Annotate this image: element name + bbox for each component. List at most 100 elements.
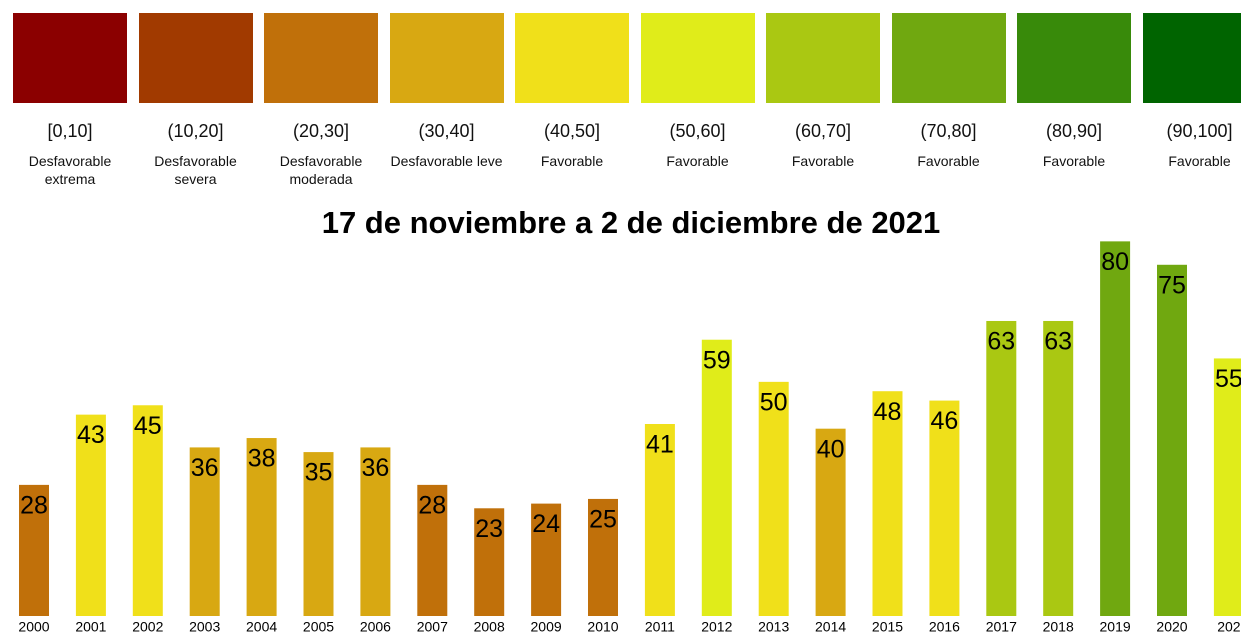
legend-range: (80,90] [1045,121,1103,141]
value-label: 28 [20,491,48,519]
legend-item: (60,70] Favorable [766,13,880,170]
value-label: 55 [1215,365,1241,393]
value-label: 45 [134,412,162,440]
legend-swatch [264,13,378,103]
x-tick-label: 2015 [872,619,903,635]
bar [1213,358,1241,616]
x-tick-label: 2018 [1043,619,1074,635]
legend-range: (50,60] [669,121,726,141]
legend-label: Favorable [917,153,980,169]
legend-item: [0,10] Desfavorable extrema [13,13,127,188]
legend-range: [0,10] [47,121,93,141]
legend-swatch [640,13,755,103]
x-tick-label: 2019 [1100,619,1131,635]
x-tick-label: 2017 [986,619,1017,635]
bar [474,508,505,616]
value-label: 38 [248,445,276,473]
value-label: 50 [760,388,788,416]
x-tick-label: 2006 [360,619,391,635]
x-tick-label: 2020 [1156,619,1187,635]
legend-label: Favorable [791,153,855,169]
bar [986,320,1017,616]
x-tick-label: 2001 [75,619,106,635]
bar [1043,320,1074,616]
value-label: 23 [475,515,503,543]
legend-item: (40,50] Favorable [515,13,629,170]
value-label: 63 [1044,328,1072,356]
value-label: 24 [532,510,560,538]
bar [815,428,846,616]
value-label: 40 [817,435,845,463]
bar [758,381,789,616]
bar [872,391,903,616]
value-label: 28 [418,491,446,519]
legend-swatch [1017,13,1131,103]
legend-swatch [891,13,1006,103]
value-label: 46 [930,407,958,435]
chart-title: 17 de noviembre a 2 de diciembre de 2021 [322,205,941,240]
legend-label: Favorable [666,153,729,169]
value-label: 59 [703,346,731,374]
bar [1100,241,1131,617]
bar [929,400,960,616]
x-tick-label: 2010 [587,619,618,635]
x-tick-label: 2012 [701,619,732,635]
legend-item: (70,80] Favorable [891,13,1006,170]
legend-item: (50,60] Favorable [640,13,755,170]
value-label: 75 [1158,271,1186,299]
legend-label: Favorable [1168,153,1231,169]
value-label: 48 [874,398,902,426]
legend-swatch [389,13,504,103]
x-tick-label: 2007 [417,619,448,635]
x-tick-label: 2004 [246,619,277,635]
legend-swatch [13,13,127,103]
legend-range: (20,30] [292,121,350,141]
x-tick-label: 2005 [303,619,334,635]
value-label: 25 [589,506,617,534]
legend-swatch [1142,13,1241,103]
legend-range: (10,20] [167,121,224,141]
legend-item: (10,20] Desfavorable severa [138,13,253,188]
x-tick-label: 2003 [189,619,220,635]
x-tick-label: 202 [1217,619,1241,635]
bar [588,498,618,616]
legend-item: (20,30] Desfavorable moderada [264,13,378,188]
legend-label: Favorable [1042,153,1106,169]
value-label: 36 [191,454,219,482]
bar [531,503,562,616]
value-label: 80 [1101,248,1129,276]
legend-item: (80,90] Favorable [1017,13,1131,170]
x-tick-label: 2002 [132,619,163,635]
legend-range: (90,100] [1166,121,1233,141]
legend-item: (90,100] Favorable [1142,13,1241,170]
legend-swatch [766,13,880,103]
value-label: 35 [305,459,333,487]
legend-range: (30,40] [418,121,475,141]
legend-label: Desfavorable severa [154,153,237,187]
x-tick-label: 2013 [758,619,789,635]
bar [132,405,163,616]
value-label: 63 [987,328,1015,356]
x-tick-label: 2016 [929,619,960,635]
legend-label: Desfavorable extrema [28,153,112,187]
bar [417,484,448,616]
bar [701,339,732,616]
legend-label: Desfavorable moderada [279,153,363,187]
x-tick-label: 2014 [815,619,846,635]
x-tick-label: 2000 [18,619,49,635]
bar [189,447,220,616]
legend-label: Desfavorable leve [390,153,503,169]
value-label: 43 [77,421,105,449]
value-label: 41 [646,431,674,459]
bar [19,484,49,616]
x-tick-label: 2011 [645,619,675,635]
legend-range: (70,80] [920,121,977,141]
bar [644,424,675,616]
legend-item: (30,40] Desfavorable leve [389,13,504,170]
x-tick-label: 2009 [531,619,562,635]
legend-range: (40,50] [543,121,601,141]
legend-swatch [138,13,253,103]
value-label: 36 [361,454,389,482]
